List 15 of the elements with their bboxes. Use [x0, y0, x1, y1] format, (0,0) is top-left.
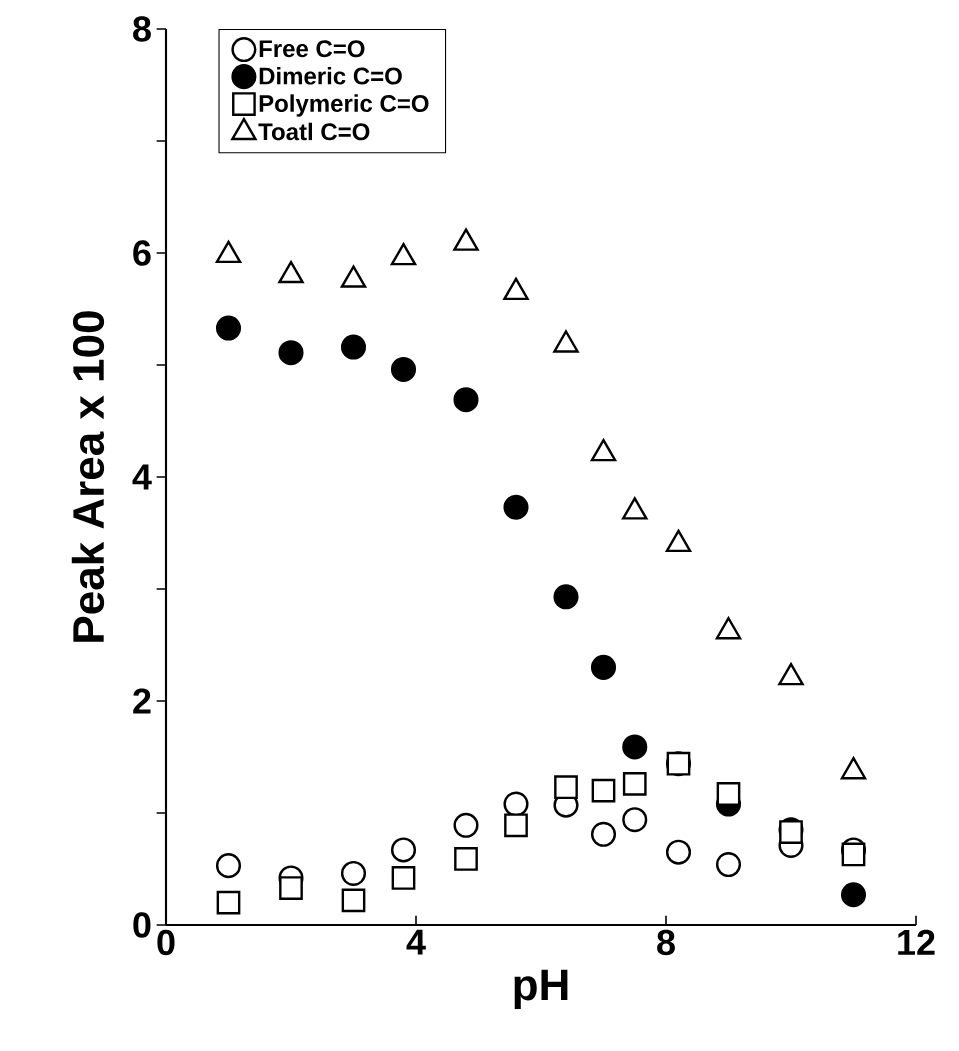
y-tick-label: 6 — [133, 240, 151, 266]
y-tick-label: 0 — [133, 912, 151, 938]
x-axis-title: pH — [514, 969, 568, 1010]
y-tick-label: 4 — [132, 464, 152, 490]
legend-label: Toatl C=O — [258, 122, 370, 141]
y-tick-label: 2 — [133, 688, 151, 714]
legend-label: Free C=O — [259, 40, 365, 58]
legend-label: Dimeric C=O — [259, 66, 402, 85]
legend-label: Polymeric C=O — [259, 94, 429, 117]
y-tick-label: 8 — [133, 16, 151, 42]
y-axis-title: Peak Area x 100 — [71, 311, 105, 642]
x-tick-label: 0 — [157, 929, 175, 956]
x-tick-label: 8 — [657, 929, 675, 956]
x-tick-label: 12 — [898, 929, 935, 955]
x-tick-label: 4 — [406, 929, 426, 955]
